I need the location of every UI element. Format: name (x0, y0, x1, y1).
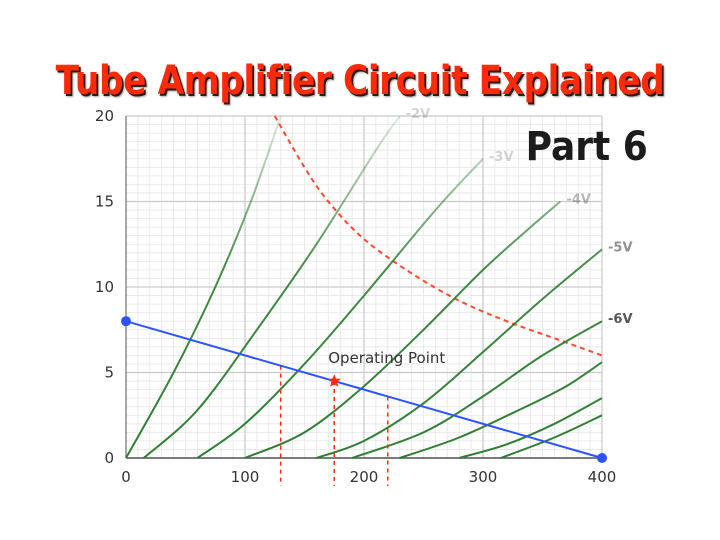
curve-label: -3V (489, 150, 514, 165)
x-tick-label: 100 (231, 468, 260, 486)
plate-curve (125, 115, 282, 459)
load-line-end-point (597, 453, 607, 463)
power-curve-line (273, 115, 603, 357)
curve-label: -5V (608, 240, 633, 255)
curve-labels: -2V -3V -4V -5V -6V (406, 107, 633, 327)
load-line-segment (125, 320, 603, 459)
load-line (121, 316, 607, 463)
plate-curve (143, 115, 401, 459)
x-tick-label: 0 (121, 468, 131, 486)
curve-label: -4V (566, 193, 591, 208)
plate-curve (351, 320, 603, 459)
y-tick-label: 0 (104, 449, 114, 467)
video-title: Tube Amplifier Circuit Explained (55, 58, 665, 104)
plate-curve (500, 414, 603, 459)
operating-point-label: Operating Point (328, 349, 445, 367)
plate-curve (196, 158, 484, 459)
x-tick-label: 400 (588, 468, 617, 486)
tick-labels: 0 100 200 300 400 0 5 10 15 20 (95, 107, 616, 486)
operating-point: Operating Point (327, 349, 445, 387)
plate-curves (125, 115, 603, 459)
plate-curve (458, 397, 603, 459)
x-tick-label: 300 (469, 468, 498, 486)
power-dissipation-curve (273, 115, 603, 357)
x-tick-label: 200 (350, 468, 379, 486)
signal-swing-markers (279, 365, 389, 486)
operating-point-star (327, 374, 341, 387)
curve-label: -6V (608, 312, 633, 327)
plate-curve (399, 361, 603, 459)
axes (125, 116, 602, 459)
plate-curve (244, 200, 561, 459)
y-tick-label: 10 (95, 278, 114, 296)
load-line-start-point (121, 316, 131, 327)
video-subtitle: Part 6 (525, 124, 648, 170)
y-tick-label: 15 (95, 193, 114, 211)
plate-curve (316, 248, 603, 459)
y-tick-label: 5 (104, 364, 114, 382)
y-tick-label: 20 (95, 107, 114, 125)
curve-label: -2V (406, 107, 431, 122)
